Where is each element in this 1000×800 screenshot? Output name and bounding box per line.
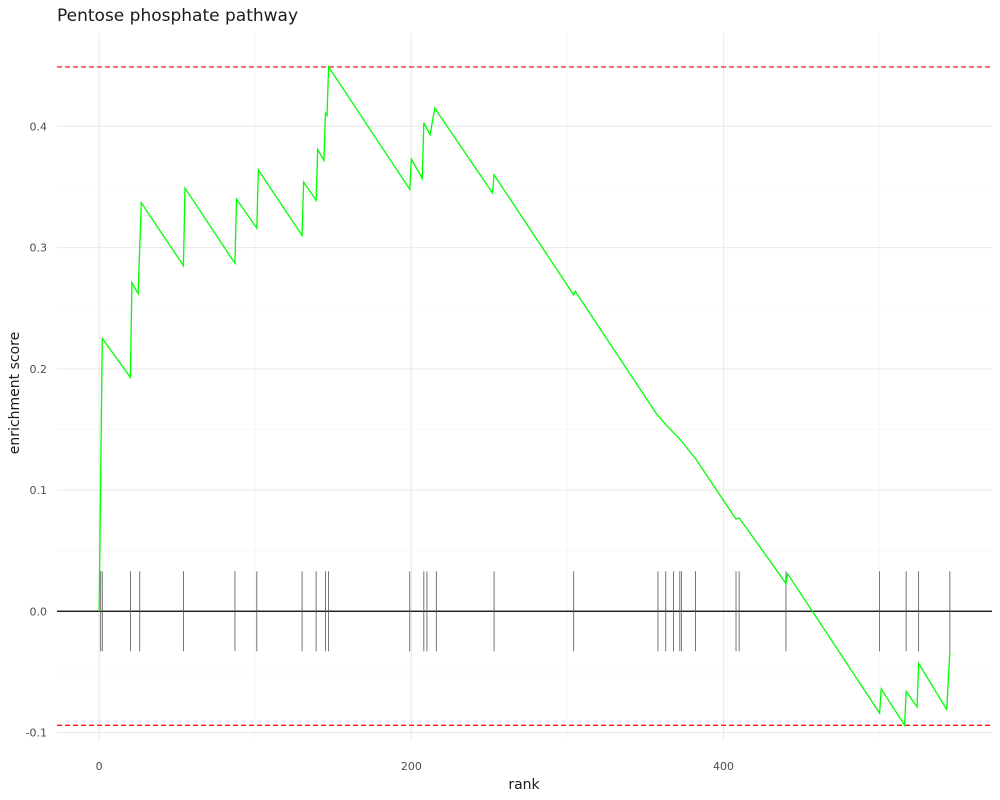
- y-tick-label: 0.4: [30, 120, 48, 133]
- chart-title: Pentose phosphate pathway: [57, 6, 298, 26]
- x-tick-label: 400: [713, 760, 734, 773]
- series-layer: [98, 64, 951, 728]
- gene-rank-ticks: [100, 571, 951, 652]
- grid: [57, 33, 992, 741]
- x-axis-title: rank: [508, 777, 540, 793]
- y-tick-label: 0.0: [30, 605, 48, 618]
- y-tick-label: -0.1: [26, 727, 47, 740]
- y-tick-label: 0.1: [30, 484, 48, 497]
- enrichment-score-line: [98, 64, 951, 728]
- x-tick-label: 0: [96, 760, 103, 773]
- axis-labels: 0 200 400 -0.1 0.0 0.1 0.2 0.3 0.4: [26, 120, 734, 773]
- reference-lines: [57, 66, 992, 726]
- y-tick-label: 0.2: [30, 363, 48, 376]
- y-axis-title: enrichment score: [7, 332, 23, 454]
- y-tick-label: 0.3: [30, 242, 48, 255]
- x-tick-label: 200: [401, 760, 422, 773]
